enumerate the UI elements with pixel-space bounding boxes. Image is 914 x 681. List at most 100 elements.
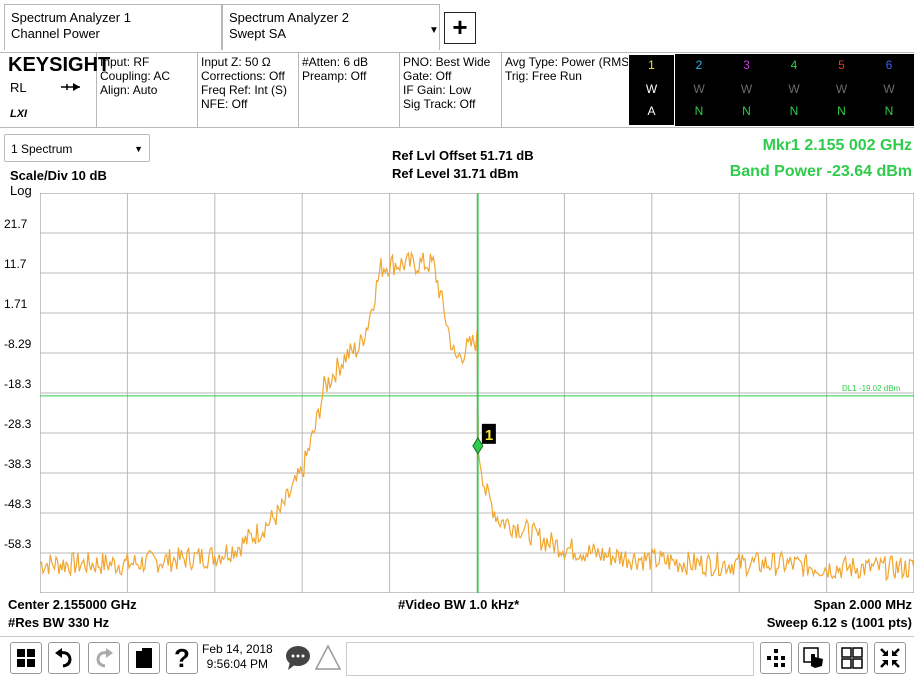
trace-6-detector[interactable]: N <box>884 104 894 118</box>
display-line-label: DL1 -19.02 dBm <box>842 383 901 393</box>
message-icon[interactable] <box>284 644 314 677</box>
file-icon <box>136 648 152 668</box>
warning-icon[interactable] <box>314 644 342 677</box>
y-tick-label: 11.7 <box>4 257 27 272</box>
brand-cell <box>0 52 97 128</box>
pno-settings[interactable]: PNO: Best Wide Gate: Off IF Gain: Low Si… <box>400 52 502 128</box>
input-settings[interactable]: Input: RF Coupling: AC Align: Auto <box>97 52 198 128</box>
view-select-arrow-icon: ▼ <box>134 144 143 154</box>
grid-dots-icon <box>767 649 785 667</box>
windows-icon <box>17 649 35 667</box>
window-layout-button[interactable] <box>836 642 868 674</box>
keysight-logo: KEYSIGHT <box>8 54 111 76</box>
ref-offset-label: Ref Lvl Offset 51.71 dB <box>392 148 534 163</box>
bottom-toolbar <box>0 636 914 681</box>
setting-freq-ref: Freq Ref: Int (S) <box>201 83 288 97</box>
y-tick-label: 21.7 <box>4 217 28 232</box>
setting-gate: Gate: Off <box>403 69 452 83</box>
setting-atten: #Atten: 6 dB <box>302 55 369 69</box>
atten-settings[interactable]: #Atten: 6 dB Preamp: Off <box>299 52 400 128</box>
trace-4-mode[interactable]: W <box>788 82 800 96</box>
trace-2-number[interactable]: 2 <box>695 58 703 72</box>
setting-pno: PNO: Best Wide <box>403 55 491 69</box>
trace-6-number[interactable]: 6 <box>885 58 893 72</box>
trace-6-mode[interactable]: W <box>883 82 895 96</box>
setting-align: Align: Auto <box>100 83 158 97</box>
marker-diamond[interactable] <box>472 436 484 455</box>
avg-settings[interactable]: Avg Type: Power (RMS) Trig: Free Run <box>502 52 634 128</box>
tab-dropdown-arrow-icon[interactable]: ▼ <box>429 25 439 36</box>
sweep-label: Sweep 6.12 s (1001 pts) <box>766 615 912 630</box>
trace-line <box>39 250 914 582</box>
setting-input-z: Input Z: 50 Ω <box>201 55 271 69</box>
active-trace-highlight <box>628 54 675 126</box>
scale-div-label: Scale/Div 10 dB <box>10 168 107 183</box>
touch-keys-button[interactable] <box>760 642 792 674</box>
trace-5-detector[interactable]: N <box>837 104 846 118</box>
trace-5-mode[interactable]: W <box>835 82 848 96</box>
trace-2-mode[interactable]: W <box>693 82 705 96</box>
trace-4-detector[interactable]: N <box>789 104 799 118</box>
view-select[interactable]: 1 Spectrum ▼ <box>4 134 150 162</box>
windows-start-button[interactable] <box>10 642 42 674</box>
setting-if-gain: IF Gain: Low <box>403 83 472 97</box>
help-icon: ? <box>174 642 190 673</box>
zoom-window-button[interactable] <box>874 642 906 674</box>
tab-subtitle: Swept SA <box>229 26 287 41</box>
setting-corrections: Corrections: Off <box>201 69 285 83</box>
setting-preamp: Preamp: Off <box>302 69 367 83</box>
undo-icon <box>55 648 72 668</box>
y-tick-label: -48.3 <box>4 497 32 512</box>
trace-3-detector[interactable]: N <box>742 104 751 118</box>
trace-5-number[interactable]: 5 <box>838 58 845 72</box>
time-label: 9:56:04 PM <box>206 657 269 671</box>
file-button[interactable] <box>128 642 160 674</box>
lxi-label: LXI <box>10 108 28 120</box>
trace-1-number[interactable]: 1 <box>648 58 655 72</box>
spectrum-plot[interactable]: 1 <box>39 192 914 594</box>
status-message-area <box>346 642 754 676</box>
y-tick-label: -28.3 <box>4 417 32 432</box>
hand-pointer-icon <box>803 647 823 668</box>
marker-label: 1 <box>485 427 493 444</box>
rl-label: RL <box>10 80 27 95</box>
y-tick-label: -8.29 <box>4 337 32 351</box>
tab-subtitle: Channel Power <box>11 26 100 41</box>
input-z-settings[interactable]: Input Z: 50 Ω Corrections: Off Freq Ref:… <box>198 52 299 128</box>
date-label: Feb 14, 2018 <box>202 642 273 656</box>
trace-3-number[interactable]: 3 <box>743 58 750 72</box>
tab-title: Spectrum Analyzer 2 <box>229 10 349 25</box>
add-tab-button[interactable]: + <box>444 12 476 44</box>
tab-title: Spectrum Analyzer 1 <box>11 10 131 25</box>
ref-level-label: Ref Level 31.71 dBm <box>392 166 519 181</box>
redo-button[interactable] <box>88 642 120 674</box>
help-button[interactable]: ? <box>166 642 198 674</box>
touch-mode-button[interactable] <box>798 642 830 674</box>
y-tick-label: 1.71 <box>4 297 28 311</box>
tab-spectrum-analyzer-2[interactable]: Spectrum Analyzer 2 Swept SA ▼ <box>222 4 440 50</box>
y-tick-label: -18.3 <box>4 377 32 392</box>
trace-1-detector[interactable]: A <box>647 104 656 118</box>
spectrum-plot-svg: 1 <box>39 192 914 594</box>
marker-frequency-readout: Mkr1 2.155 002 GHz <box>762 137 912 154</box>
marker-label-box <box>481 423 496 444</box>
redo-icon <box>96 648 113 668</box>
date-time: Feb 14, 2018 9:56:04 PM <box>202 642 273 672</box>
setting-nfe: NFE: Off <box>201 97 248 111</box>
y-tick-label: -38.3 <box>4 457 32 472</box>
log-label: Log <box>10 183 32 198</box>
quad-window-icon <box>841 647 863 669</box>
undo-button[interactable] <box>48 642 80 674</box>
span-label: Span 2.000 MHz <box>813 597 912 612</box>
tab-spectrum-analyzer-1[interactable]: Spectrum Analyzer 1 Channel Power <box>4 4 222 50</box>
trace-2-detector[interactable]: N <box>694 104 704 118</box>
trace-4-number[interactable]: 4 <box>790 58 798 72</box>
trace-1-mode[interactable]: W <box>645 82 658 96</box>
y-tick-label: -58.3 <box>4 537 32 552</box>
trace-3-mode[interactable]: W <box>740 82 753 96</box>
setting-trigger: Trig: Free Run <box>505 69 582 83</box>
input-arrow-icon <box>60 80 82 96</box>
center-freq-label: Center 2.155000 GHz <box>8 597 137 612</box>
setting-avg-type: Avg Type: Power (RMS) <box>505 55 634 69</box>
